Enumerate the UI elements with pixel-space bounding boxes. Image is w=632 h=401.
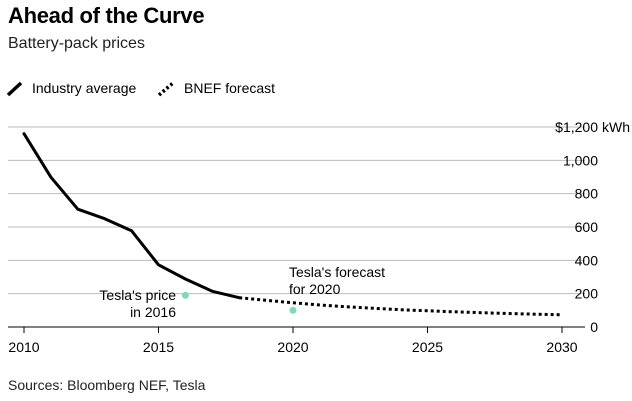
x-tick-label: 2030 [546,339,577,355]
legend-item-bnef-forecast: BNEF forecast [157,80,275,97]
y-tick-label: 600 [575,219,599,235]
y-tick-label: $1,200 [555,119,598,135]
x-tick-label: 2025 [412,339,443,355]
x-axis-tick-labels: 2010 2015 2020 2025 2030 [8,339,577,355]
x-tick-label: 2020 [277,339,308,355]
y-axis-tick-labels: $1,200 1,000 800 600 400 200 0 [555,119,598,335]
tesla-2016-point [181,291,189,299]
x-tick-label: 2015 [143,339,174,355]
legend-swatch-solid [6,81,23,97]
annotation-tesla-2016: Tesla's price in 2016 [99,287,176,320]
legend-item-industry-average: Industry average [6,80,136,97]
chart-title: Ahead of the Curve [8,3,205,28]
y-tick-label: 200 [575,286,599,302]
chart-subtitle: Battery-pack prices [8,35,145,52]
y-tick-label: 1,000 [563,152,598,168]
tesla-2020-point [289,306,297,314]
annotation-tesla-2020-line1: Tesla's forecast [289,264,385,280]
legend-label-industry-average: Industry average [32,80,136,96]
annotation-tesla-2016-line1: Tesla's price [99,287,176,303]
annotation-tesla-2020: Tesla's forecast for 2020 [289,264,385,297]
tesla-points [181,291,297,314]
gridlines [8,126,585,295]
y-tick-label: 0 [590,319,598,335]
x-tick-label: 2010 [8,339,39,355]
y-tick-label: 800 [575,186,599,202]
y-tick-label: 400 [575,252,599,268]
series-bnef-forecast-line [239,296,563,317]
legend: Industry average BNEF forecast [6,80,275,97]
annotation-tesla-2016-line2: in 2016 [130,304,176,320]
annotation-tesla-2020-line2: for 2020 [289,281,341,297]
legend-label-bnef-forecast: BNEF forecast [184,80,275,96]
source-note: Sources: Bloomberg NEF, Tesla [8,377,206,393]
x-axis-tick-marks [23,327,563,333]
series-lines [22,132,563,317]
legend-swatch-dotted [157,81,175,97]
series-industry-average-line [22,132,241,300]
y-axis-unit-label: kWh [602,119,630,135]
